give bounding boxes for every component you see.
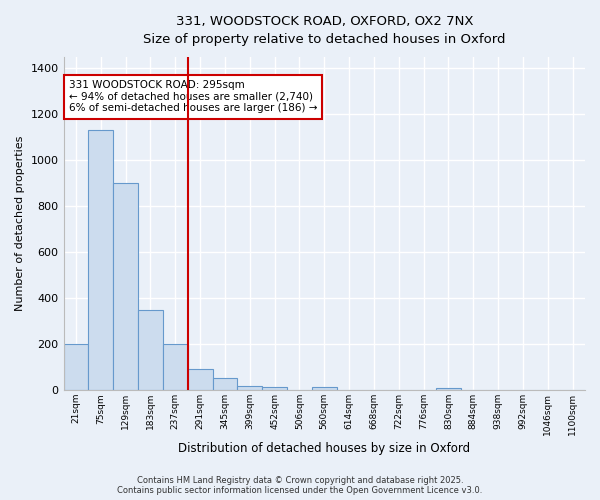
Bar [212,378,238,390]
Bar [138,310,163,390]
Bar [238,386,262,390]
Title: 331, WOODSTOCK ROAD, OXFORD, OX2 7NX
Size of property relative to detached house: 331, WOODSTOCK ROAD, OXFORD, OX2 7NX Siz… [143,15,506,46]
Text: Contains HM Land Registry data © Crown copyright and database right 2025.
Contai: Contains HM Land Registry data © Crown c… [118,476,482,495]
Bar [262,386,287,390]
Bar [188,370,212,390]
Text: 331 WOODSTOCK ROAD: 295sqm
← 94% of detached houses are smaller (2,740)
6% of se: 331 WOODSTOCK ROAD: 295sqm ← 94% of deta… [69,80,317,114]
X-axis label: Distribution of detached houses by size in Oxford: Distribution of detached houses by size … [178,442,470,455]
Bar [312,388,337,390]
Bar [163,344,188,390]
Bar [436,388,461,390]
Bar [88,130,113,390]
Bar [64,344,88,390]
Bar [113,184,138,390]
Y-axis label: Number of detached properties: Number of detached properties [15,136,25,311]
